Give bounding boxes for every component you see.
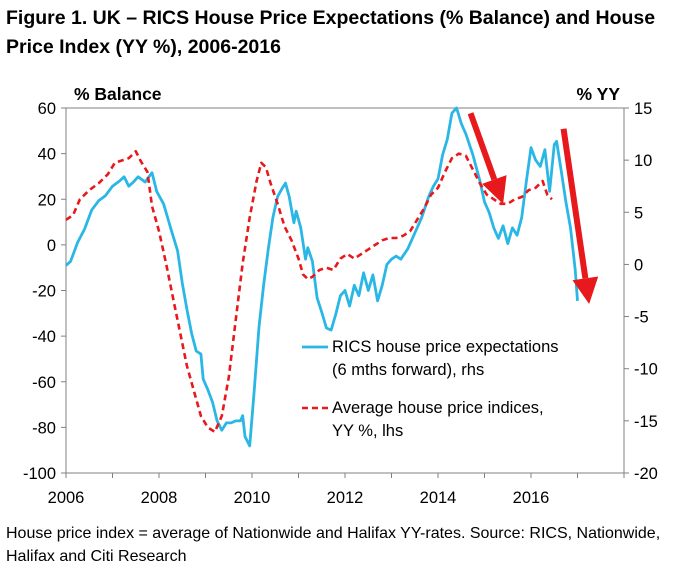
arrow-head-2 [572,276,599,305]
house-price-index-line [65,150,553,434]
x-tick-label: 2016 [513,489,550,507]
right-tick-label: -15 [634,413,658,431]
legend: RICS house price expectations (6 mths for… [302,338,559,440]
trend-arrows [467,112,599,305]
legend-label-2: Average house price indices, [332,399,544,417]
right-tick-label: 10 [634,152,652,170]
right-tick-label: 15 [634,100,652,118]
legend-label-1-cont: (6 mths forward), rhs [332,361,484,379]
left-tick-label: -40 [32,328,56,346]
left-tick-label: -80 [32,419,56,437]
legend-label-1: RICS house price expectations [332,338,559,356]
left-tick-label: 40 [38,146,56,164]
arrow-shaft-1 [467,112,498,181]
right-tick-label: -10 [634,361,658,379]
x-tick-label: 2012 [327,489,364,507]
left-tick-label: -20 [32,283,56,301]
x-tick-label: 2006 [48,489,85,507]
left-tick-label: 20 [38,191,56,209]
right-tick-label: 5 [634,204,643,222]
left-tick-label: 0 [47,237,56,255]
legend-label-2-cont: YY %, lhs [332,422,403,440]
left-tick-label: -100 [23,465,56,483]
left-axis-title: % Balance [74,84,162,104]
right-tick-label: 0 [634,256,643,274]
x-tick-label: 2008 [141,489,178,507]
axes: 60 40 20 0 -20 -40 -60 -80 -100 15 10 5 0 -5 -10 -15 -20… [23,84,658,507]
series-lines [65,106,579,448]
right-axis-title: % YY [577,84,621,104]
right-tick-label: -20 [634,465,658,483]
x-tick-label: 2014 [420,489,457,507]
source-note: House price index = average of Nationwid… [6,525,661,565]
x-tick-label: 2010 [234,489,271,507]
figure-title: Figure 1. UK – RICS House Price Expectat… [6,7,656,58]
arrow-shaft-2 [560,128,589,279]
left-tick-label: 60 [38,100,56,118]
rics-expectations-line [65,106,579,448]
left-tick-label: -60 [32,374,56,392]
arrow-head-1 [482,175,507,204]
right-tick-label: -5 [634,309,649,327]
